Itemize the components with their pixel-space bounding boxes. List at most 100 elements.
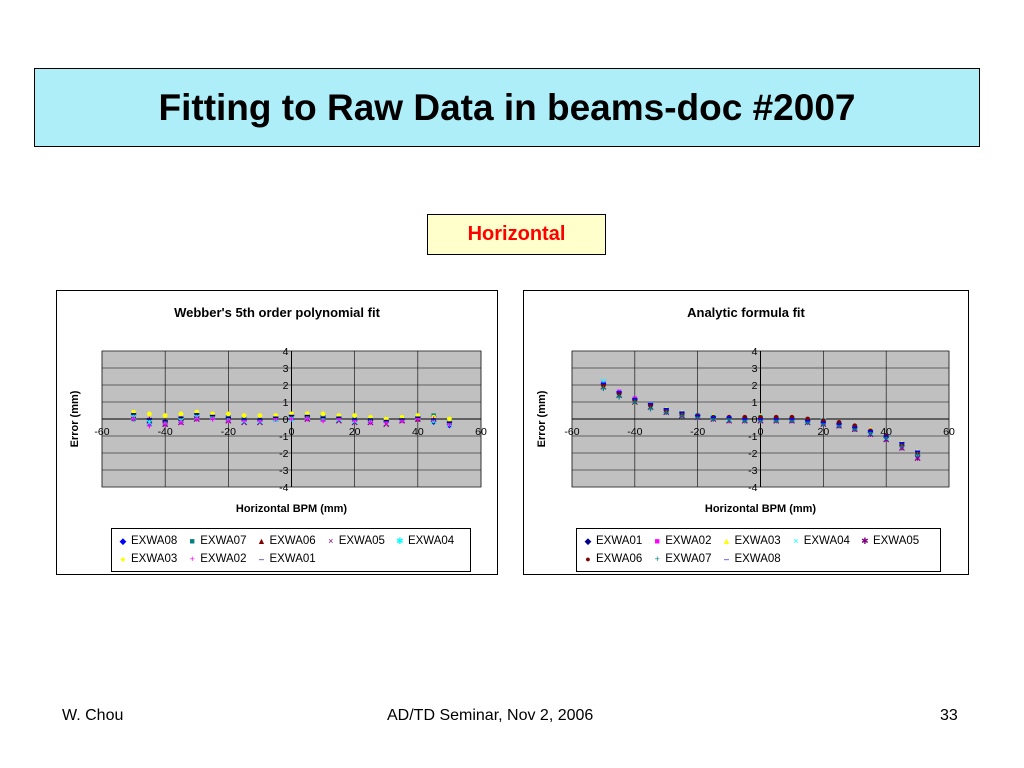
data-point [616,394,622,400]
y-tick-label: 0 [752,414,758,426]
legend-entry: ◆ EXWA01 [583,535,643,547]
data-point [367,419,374,425]
y-tick-label: 4 [283,346,289,358]
data-point [257,413,263,418]
legend-row: ◆ EXWA01 ■ EXWA02 ▲ EXWA03 × EXWA04 ✱ EXWA05 [583,532,934,550]
y-tick-label: -1 [748,431,757,443]
legend-label: EXWA08 [131,535,178,547]
legend-entry: ■ EXWA02 [652,535,712,547]
data-point [130,416,137,422]
y-tick-label: -2 [748,448,757,460]
legend-entry: ● EXWA06 [583,553,642,565]
chart-legend: ◆ EXWA08 ■ EXWA07 ▲ EXWA06 × EXWA05 ✱ EXWA04 ● EXWA… [111,528,471,572]
chart-polynomial-svg: Webber's 5th order polynomial fit43210-1… [69,305,487,515]
legend-marker-icon: ◆ [584,535,592,546]
chart-title: Analytic formula fit [687,305,805,320]
data-point [663,409,669,415]
legend-entry: + EXWA02 [187,553,247,565]
legend-entry: ✱ EXWA04 [395,535,454,547]
data-point [304,416,310,422]
legend-label: EXWA04 [407,535,455,547]
y-tick-label: 0 [283,414,289,426]
legend-label: EXWA05 [338,535,385,547]
data-point [225,411,231,417]
data-point [162,413,168,418]
y-tick-label: 1 [752,397,758,409]
legend-row: ● EXWA03 + EXWA02 – EXWA01 [118,550,464,568]
legend-marker-icon: – [723,554,729,564]
legend-label: EXWA04 [803,535,850,547]
data-point [146,411,152,417]
x-tick-label: 40 [880,426,892,438]
legend-marker-icon: ▲ [722,536,731,546]
footer-author: W. Chou [62,707,124,724]
legend-entry: ■ EXWA07 [187,535,247,547]
legend-marker-icon: ■ [189,536,195,546]
legend-label: EXWA08 [734,553,781,565]
chart-panel-polynomial: Webber's 5th order polynomial fit 4 3 2 1 0 -1… [56,290,498,575]
legend-label: EXWA01 [269,553,316,565]
y-tick-label: 1 [283,397,289,409]
legend-marker-icon: – [258,554,264,564]
slide-title-box: Fitting to Raw Data in beams-doc #2007 [34,68,980,147]
y-axis-label: Error (mm) [69,390,81,447]
data-point [209,416,216,422]
legend-marker-icon: × [793,536,799,546]
legend-marker-icon: ● [120,554,126,564]
data-point [679,413,685,419]
legend-entry: × EXWA05 [326,535,385,547]
legend-label: EXWA03 [734,535,781,547]
x-tick-label: 0 [758,426,764,438]
x-tick-label: 20 [349,426,361,438]
legend-entry: ▲ EXWA03 [721,535,781,547]
legend-marker-icon: ■ [654,536,660,546]
chart-title: Webber's 5th order polynomial fit [174,305,380,320]
y-tick-label: 3 [752,363,758,375]
legend-entry: ● EXWA03 [118,553,177,565]
x-tick-label: 40 [412,426,424,438]
y-tick-label: 4 [752,346,758,358]
legend-entry: ◆ EXWA08 [118,535,178,547]
data-point [647,406,654,412]
y-tick-label: -4 [279,482,288,494]
legend-entry: + EXWA07 [652,553,712,565]
legend-entry: – EXWA08 [721,553,781,565]
footer-page-number: 33 [940,707,958,724]
legend-marker-icon: + [189,554,195,564]
legend-label: EXWA03 [131,553,178,565]
legend-row: ● EXWA06 + EXWA07 – EXWA08 [583,550,934,568]
legend-label: EXWA01 [596,535,643,547]
legend-label: EXWA06 [596,553,643,565]
legend-label: EXWA02 [665,535,712,547]
x-tick-label: -20 [690,426,705,438]
legend-marker-icon: ◆ [119,535,127,546]
data-point [899,443,905,449]
legend-label: EXWA06 [269,535,316,547]
x-tick-label: 0 [289,426,295,438]
y-tick-label: -3 [748,465,757,477]
data-point [320,411,326,417]
data-point [146,423,152,429]
data-point [600,385,607,391]
legend-label: EXWA05 [872,535,920,547]
legend-entry: ▲ EXWA06 [256,535,316,547]
legend-marker-icon: ▲ [257,536,266,546]
y-tick-label: -3 [279,465,288,477]
chart-panel-analytic: Analytic formula fit 4 3 2 1 0 -1 -2 -3 -4 -60 -40-… [523,290,969,575]
legend-marker-icon: ● [585,554,591,564]
data-point [225,418,231,424]
y-tick-label: -2 [279,448,288,460]
legend-marker-icon: ✱ [396,535,404,546]
data-point [162,421,168,427]
subtitle-box: Horizontal [427,214,606,255]
data-point [352,413,358,418]
y-tick-label: -1 [279,431,288,443]
x-axis-label: Horizontal BPM (mm) [705,503,817,515]
y-tick-label: 3 [283,363,289,375]
legend-label: EXWA02 [200,553,247,565]
data-point [178,419,184,425]
x-tick-label: 20 [817,426,829,438]
y-axis-label: Error (mm) [536,390,548,447]
data-point [320,418,326,424]
